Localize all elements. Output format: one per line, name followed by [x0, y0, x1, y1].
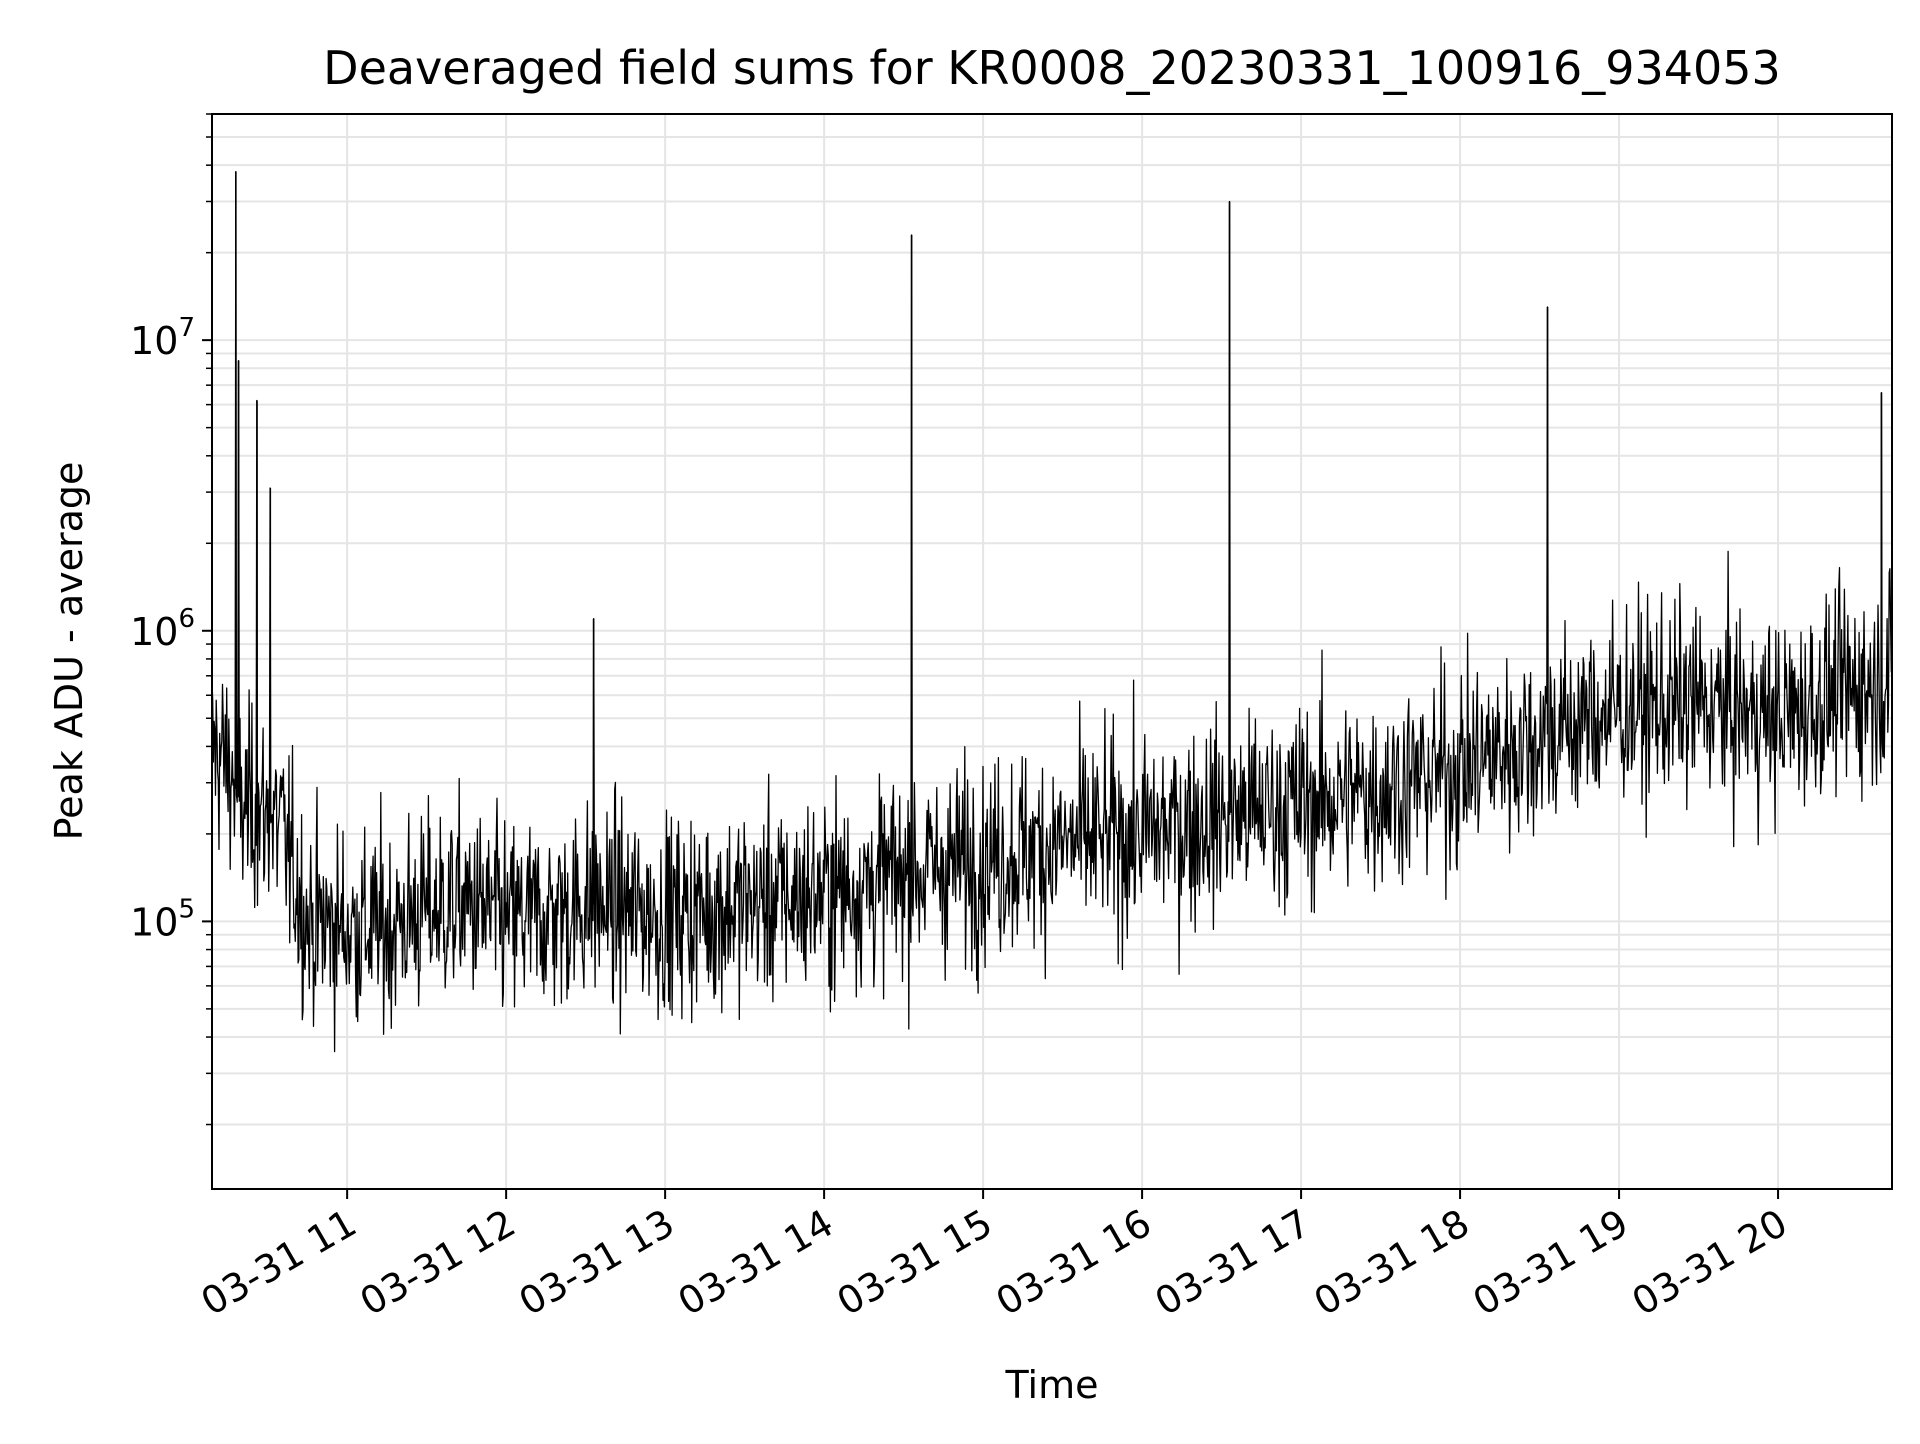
y-tick-label: 107: [130, 313, 195, 363]
y-tick-label: 106: [130, 604, 195, 654]
series-layer: [211, 170, 1893, 1053]
y-tick-label: 105: [130, 894, 195, 944]
y-axis: 105 106 107: [130, 113, 212, 1126]
x-axis-label: Time: [1005, 1363, 1099, 1407]
series-line: [211, 170, 1893, 1053]
chart-title: Deaveraged field sums for KR0008_2023033…: [323, 41, 1781, 95]
plot-frame: [211, 113, 1893, 1190]
y-axis-label: Peak ADU - average: [47, 462, 91, 841]
grid-lines: [212, 113, 1892, 1189]
